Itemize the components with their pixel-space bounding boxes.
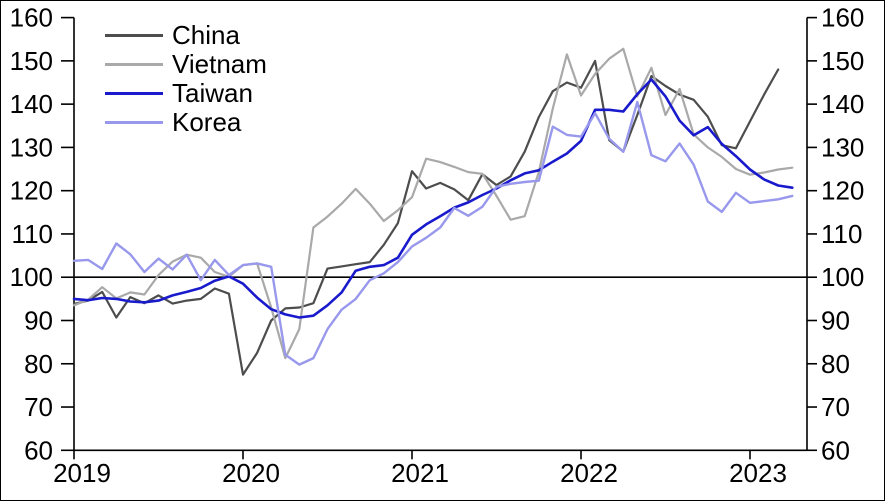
y-axis-label-left: 130	[10, 132, 53, 162]
chart-legend: China Vietnam Taiwan Korea	[105, 21, 267, 137]
y-axis-label-right: 150	[821, 46, 864, 76]
y-axis-label-left: 90	[24, 305, 53, 335]
y-axis-label-left: 120	[10, 176, 53, 206]
x-axis-label-year: 2021	[391, 458, 449, 488]
y-axis-label-left: 140	[10, 89, 53, 119]
x-axis-label-year: 2022	[560, 458, 618, 488]
y-axis-label-left: 160	[10, 3, 53, 33]
y-axis-label-right: 100	[821, 262, 864, 292]
legend-line-sample-korea	[105, 121, 163, 124]
legend-line-sample-taiwan	[105, 92, 163, 95]
y-axis-label-right: 160	[821, 3, 864, 33]
legend-item-china: China	[105, 21, 267, 50]
legend-label-korea: Korea	[172, 107, 242, 137]
series-line-taiwan	[72, 78, 794, 319]
series-line-vietnam	[72, 47, 794, 360]
y-axis-label-left: 80	[24, 349, 53, 379]
legend-line-sample-vietnam	[105, 63, 163, 66]
y-axis-label-right: 120	[821, 176, 864, 206]
legend-item-korea: Korea	[105, 108, 267, 137]
x-axis-label-year: 2023	[729, 458, 787, 488]
legend-item-vietnam: Vietnam	[105, 50, 267, 79]
y-axis-label-right: 90	[821, 305, 850, 335]
y-axis-label-right: 110	[821, 219, 862, 249]
y-axis-label-left: 150	[10, 46, 53, 76]
y-axis-label-left: 100	[10, 262, 53, 292]
legend-item-taiwan: Taiwan	[105, 79, 267, 108]
y-axis-label-right: 140	[821, 89, 864, 119]
legend-line-sample-china	[105, 34, 163, 37]
y-axis-label-right: 130	[821, 132, 864, 162]
series-line-korea	[72, 100, 794, 366]
legend-label-taiwan: Taiwan	[172, 78, 253, 108]
legend-label-vietnam: Vietnam	[172, 49, 267, 79]
y-axis-label-right: 70	[821, 392, 850, 422]
x-axis-label-year: 2019	[53, 458, 111, 488]
y-axis-label-left: 60	[24, 435, 53, 465]
y-axis-label-left: 70	[24, 392, 53, 422]
x-axis-label-year: 2020	[222, 458, 280, 488]
series-line-china	[72, 59, 780, 376]
y-axis-label-left: 110	[12, 219, 53, 249]
legend-label-china: China	[172, 20, 240, 50]
y-axis-label-right: 60	[821, 435, 850, 465]
y-axis-label-right: 80	[821, 349, 850, 379]
